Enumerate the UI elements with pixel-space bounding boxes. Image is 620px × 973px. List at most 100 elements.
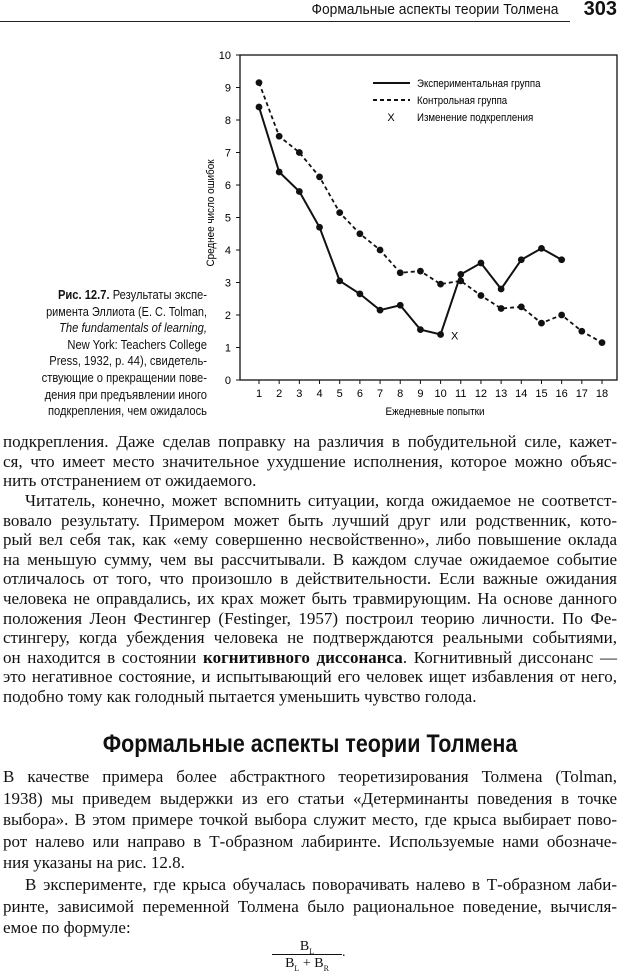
running-header: Формальные аспекты теории Толмена 303 bbox=[0, 0, 620, 24]
caption-line: Press, 1932, p. 44), свидетель- bbox=[29, 353, 207, 370]
caption-text: The fundamentals of learning, bbox=[59, 320, 208, 336]
text-line: рый вел себя так, как «ему совершенно не… bbox=[3, 530, 617, 550]
data-point bbox=[517, 256, 525, 264]
caption-line: The fundamentals of learning, bbox=[29, 320, 207, 337]
section-heading: Формальные аспекты теории Толмена bbox=[0, 728, 620, 760]
caption-text: римента Эллиота (E. C. Tolman, bbox=[46, 303, 208, 319]
data-point bbox=[417, 267, 424, 275]
data-point bbox=[316, 173, 323, 181]
y-tick-label: 6 bbox=[225, 180, 231, 192]
caption-text: дения при предъявлении иного bbox=[44, 386, 208, 402]
data-point bbox=[558, 256, 566, 264]
data-point bbox=[457, 277, 465, 285]
text-segment: он находится в состоянии bbox=[3, 647, 204, 667]
legend-label: Контрольная группа bbox=[417, 96, 507, 108]
y-tick-label: 2 bbox=[225, 310, 231, 322]
figure-caption: Рис. 12.7. Результаты экспе-римента Элли… bbox=[0, 287, 207, 420]
x-tick-label: 16 bbox=[556, 388, 568, 400]
paragraph-2: Читатель, конечно, может вспомнить ситуа… bbox=[3, 491, 617, 707]
text-line: В качестве примера более абстрактного те… bbox=[3, 767, 617, 786]
x-tick-label: 5 bbox=[337, 388, 343, 400]
x-tick-label: 8 bbox=[397, 388, 403, 400]
text-line: рот налево или направо в Т-образном лаби… bbox=[3, 831, 617, 851]
data-point bbox=[417, 326, 424, 334]
data-point bbox=[356, 290, 364, 298]
data-point bbox=[497, 305, 505, 312]
caption-text: ствующие о прекращении пове- bbox=[41, 369, 208, 385]
x-tick-label: 15 bbox=[535, 388, 547, 400]
formula-period: . bbox=[342, 945, 346, 960]
data-point bbox=[376, 306, 384, 314]
data-point bbox=[336, 277, 344, 285]
x-tick-label: 6 bbox=[357, 388, 363, 400]
data-point bbox=[255, 103, 263, 111]
data-point bbox=[497, 285, 505, 293]
x-tick-label: 10 bbox=[434, 388, 446, 400]
x-tick-label: 4 bbox=[316, 388, 322, 400]
data-point bbox=[376, 246, 384, 254]
data-point bbox=[396, 269, 404, 277]
data-point bbox=[517, 303, 525, 311]
data-point bbox=[275, 132, 283, 140]
data-point bbox=[437, 331, 444, 338]
x-tick-label: 11 bbox=[455, 388, 466, 400]
data-point bbox=[578, 327, 586, 335]
series-line-experimental bbox=[258, 106, 563, 336]
text-line: Читатель, конечно, может вспомнить ситуа… bbox=[25, 491, 617, 510]
text-line: положения Леон Фестингер (Festinger, 195… bbox=[3, 608, 617, 628]
bold-term: когнитивного диссонанса bbox=[203, 647, 403, 667]
section-heading-text: Формальные аспекты теории Толмена bbox=[102, 730, 518, 758]
data-point bbox=[336, 209, 344, 217]
text-line: 1938) мы приведем выдержки из его статьи… bbox=[3, 788, 617, 808]
x-tick-label: 13 bbox=[495, 388, 507, 400]
text-line: человека не оправдались, их крах может б… bbox=[3, 588, 617, 608]
text-line: подобно тому как голодный пытается умень… bbox=[3, 686, 477, 706]
x-axis-label: Ежедневные попытки bbox=[386, 407, 485, 419]
header-rule bbox=[0, 21, 570, 22]
text-line: подкрепления. Даже сделав поправку на ра… bbox=[3, 432, 617, 451]
caption-line: Рис. 12.7. Результаты экспе- bbox=[29, 287, 207, 304]
x-tick-label: 12 bbox=[475, 388, 487, 400]
x-tick-label: 17 bbox=[576, 388, 588, 400]
paragraph-1: подкрепления. Даже сделав поправку на ра… bbox=[3, 432, 617, 491]
data-point bbox=[295, 188, 303, 195]
text-segment: . Когнитивный диссонанс — bbox=[402, 647, 617, 667]
data-point bbox=[457, 270, 465, 278]
y-tick-label: 8 bbox=[225, 115, 231, 127]
caption-text: подкрепления, чем ожидалось bbox=[47, 403, 207, 419]
x-tick-label: 9 bbox=[417, 388, 423, 400]
data-point bbox=[275, 168, 283, 176]
caption-line: подкрепления, чем ожидалось bbox=[29, 403, 207, 420]
y-tick-label: 5 bbox=[225, 213, 231, 225]
y-tick-label: 0 bbox=[225, 375, 231, 387]
y-tick-label: 1 bbox=[225, 343, 231, 355]
caption-label: Рис. 12.7. bbox=[57, 287, 110, 302]
caption-text: New York: Teachers College bbox=[67, 336, 207, 352]
paragraph-3: В качестве примера более абстрактного те… bbox=[3, 766, 617, 874]
y-tick-label: 9 bbox=[225, 83, 231, 95]
caption-line: ствующие о прекращении пове- bbox=[29, 370, 207, 387]
x-tick-label: 14 bbox=[515, 388, 527, 400]
caption-text: Результаты экспе- bbox=[112, 287, 207, 302]
text-line: вовало результату. Примером может быть л… bbox=[3, 510, 617, 530]
text-line: ся, что имеет место значительное ухудшен… bbox=[3, 451, 617, 471]
data-point bbox=[538, 319, 545, 327]
data-point bbox=[396, 301, 404, 309]
y-tick-label: 10 bbox=[219, 50, 231, 62]
page-number: 303 bbox=[583, 0, 617, 20]
text-line: В эксперименте, где крыса обучалась пово… bbox=[25, 875, 617, 894]
paragraph-4: В эксперименте, где крыса обучалась пово… bbox=[3, 874, 617, 939]
text-line: это негативное состояние, и испытывающий… bbox=[3, 667, 617, 687]
data-point bbox=[356, 230, 364, 238]
reinforcement-change-marker: X bbox=[451, 331, 459, 343]
text-line: ринте, зависимой переменной Толмена было… bbox=[3, 896, 617, 916]
formula: BL BL + BR . bbox=[272, 940, 352, 972]
x-tick-label: 3 bbox=[296, 388, 302, 400]
data-point bbox=[255, 79, 263, 87]
text-line: выбора». В этом примере точкой выбора сл… bbox=[3, 810, 617, 830]
data-point bbox=[538, 244, 545, 252]
data-point bbox=[477, 292, 485, 299]
x-tick-label: 7 bbox=[377, 388, 383, 400]
text-line: ния указаны на рис. 12.8. bbox=[3, 853, 185, 873]
